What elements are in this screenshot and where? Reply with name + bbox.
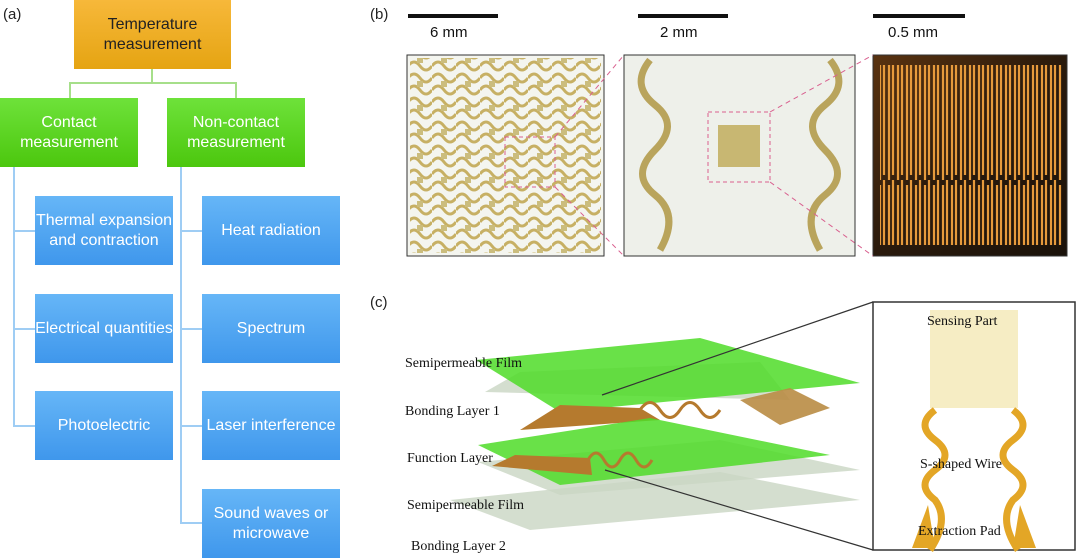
- scale-bar: [408, 14, 498, 18]
- connector: [13, 425, 35, 427]
- root-node: Temperature measurement: [74, 0, 231, 69]
- layer-label: Bonding Layer 1: [405, 404, 500, 419]
- panel-c-label: (c): [370, 294, 388, 311]
- scale-bar: [638, 14, 728, 18]
- noncontact-item: Heat radiation: [202, 196, 340, 265]
- noncontact-item: Laser interference: [202, 391, 340, 460]
- scale-label: 0.5 mm: [888, 24, 939, 41]
- noncontact-node: Non-contact measurement: [167, 98, 305, 167]
- inset-label: S-shaped Wire: [920, 457, 1002, 472]
- connector: [151, 69, 153, 83]
- connector: [69, 82, 237, 84]
- inset-label: Extraction Pad: [918, 524, 1001, 539]
- contact-item: Photoelectric: [35, 391, 173, 460]
- connector: [180, 522, 202, 524]
- layer-label: Function Layer: [407, 451, 493, 466]
- noncontact-item: Sound waves or microwave: [202, 489, 340, 558]
- panel-a-label: (a): [3, 6, 22, 23]
- layer-label: Semipermeable Film: [407, 498, 525, 513]
- panel-b-label: (b): [370, 6, 389, 23]
- connector: [180, 167, 182, 523]
- inset-label: Sensing Part: [927, 314, 998, 329]
- connector: [13, 328, 35, 330]
- contact-node: Contact measurement: [0, 98, 138, 167]
- scale-bar: [873, 14, 965, 18]
- contact-item: Electrical quantities: [35, 294, 173, 363]
- connector: [13, 167, 15, 426]
- connector: [180, 328, 202, 330]
- connector: [180, 425, 202, 427]
- connector: [180, 230, 202, 232]
- layer-label: Bonding Layer 2: [411, 539, 506, 554]
- connector: [235, 82, 237, 98]
- layer-label: Semipermeable Film: [405, 356, 523, 371]
- noncontact-item: Spectrum: [202, 294, 340, 363]
- scale-label: 6 mm: [430, 24, 468, 41]
- connector: [13, 230, 35, 232]
- scale-label: 2 mm: [660, 24, 698, 41]
- connector: [69, 82, 71, 98]
- contact-item: Thermal expansion and contraction: [35, 196, 173, 265]
